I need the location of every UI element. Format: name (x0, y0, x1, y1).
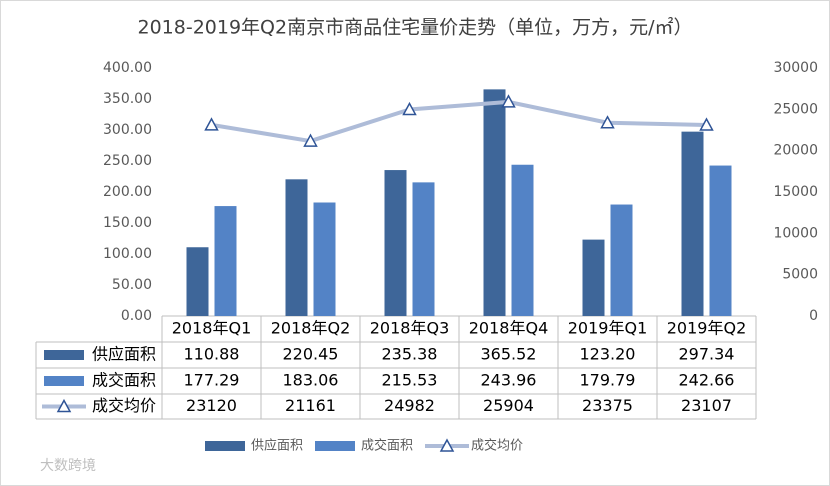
x-tick-label: 2018年Q4 (469, 319, 549, 338)
y-tick-label: 0.00 (121, 308, 152, 324)
y-tick-label: 150.00 (103, 215, 152, 231)
bar (285, 179, 308, 316)
table-value: 215.53 (382, 371, 438, 390)
y2-tick-label: 20000 (773, 143, 818, 159)
marker (501, 94, 516, 108)
bar (681, 131, 704, 316)
x-tick-label: 2018年Q3 (370, 319, 450, 338)
y-tick-label: 250.00 (103, 153, 152, 169)
marker (699, 117, 714, 131)
table-value: 242.66 (679, 371, 735, 390)
table-value: 220.45 (283, 345, 339, 364)
legend-label: 供应面积 (251, 438, 303, 454)
y-tick-label: 100.00 (103, 246, 152, 262)
y2-tick-label: 25000 (773, 101, 818, 117)
bar (709, 165, 732, 316)
x-tick-label: 2018年Q1 (172, 319, 252, 338)
bar (582, 239, 605, 316)
y2-tick-label: 30000 (773, 60, 818, 76)
table-value: 365.52 (481, 345, 537, 364)
x-tick-label: 2018年Q2 (271, 319, 351, 338)
bar (384, 170, 407, 316)
y-tick-label: 400.00 (103, 60, 152, 76)
row-label: 成交均价 (92, 396, 156, 415)
table-value: 110.88 (184, 345, 240, 364)
marker (402, 101, 417, 116)
row-label: 供应面积 (92, 345, 156, 364)
table-value: 21161 (285, 396, 336, 415)
y-tick-label: 350.00 (103, 91, 152, 107)
watermark: 大数跨境 (40, 458, 96, 474)
table-value: 25904 (483, 396, 534, 415)
legend-marker (56, 398, 72, 413)
legend-marker (439, 438, 455, 452)
table-value: 183.06 (283, 371, 339, 390)
chart-title: 2018-2019年Q2南京市商品住宅量价走势（单位，万方，元/㎡） (137, 16, 692, 39)
marker (600, 115, 615, 129)
legend-swatch (44, 350, 84, 360)
y-tick-label: 50.00 (112, 277, 152, 293)
table-value: 177.29 (184, 371, 240, 390)
bar (214, 206, 237, 316)
legend-swatch (44, 376, 84, 386)
table-value: 24982 (384, 396, 435, 415)
marker (204, 117, 219, 131)
x-tick-label: 2019年Q1 (568, 319, 648, 338)
y-tick-label: 200.00 (103, 184, 152, 200)
table-value: 123.20 (580, 345, 636, 364)
bar (186, 247, 209, 316)
bar (313, 202, 336, 316)
table-value: 23120 (186, 396, 237, 415)
table-value: 23375 (582, 396, 633, 415)
marker (303, 133, 318, 147)
y2-tick-label: 5000 (782, 267, 818, 283)
legend-swatch (205, 441, 245, 451)
bar (610, 204, 633, 316)
legend-label: 成交面积 (361, 438, 413, 454)
table-value: 297.34 (679, 345, 735, 364)
y2-tick-label: 0 (809, 308, 818, 324)
bar (483, 89, 506, 317)
table-value: 243.96 (481, 371, 537, 390)
bar (511, 164, 534, 316)
y2-tick-label: 15000 (773, 184, 818, 200)
legend-label: 成交均价 (471, 438, 523, 454)
row-label: 成交面积 (92, 371, 156, 390)
bar (412, 182, 435, 316)
table-value: 179.79 (580, 371, 636, 390)
y2-tick-label: 10000 (773, 225, 818, 241)
table-value: 235.38 (382, 345, 438, 364)
y-tick-label: 300.00 (103, 122, 152, 138)
x-tick-label: 2019年Q2 (667, 319, 747, 338)
table-value: 23107 (681, 396, 732, 415)
line (211, 99, 707, 144)
legend-swatch (315, 441, 355, 451)
